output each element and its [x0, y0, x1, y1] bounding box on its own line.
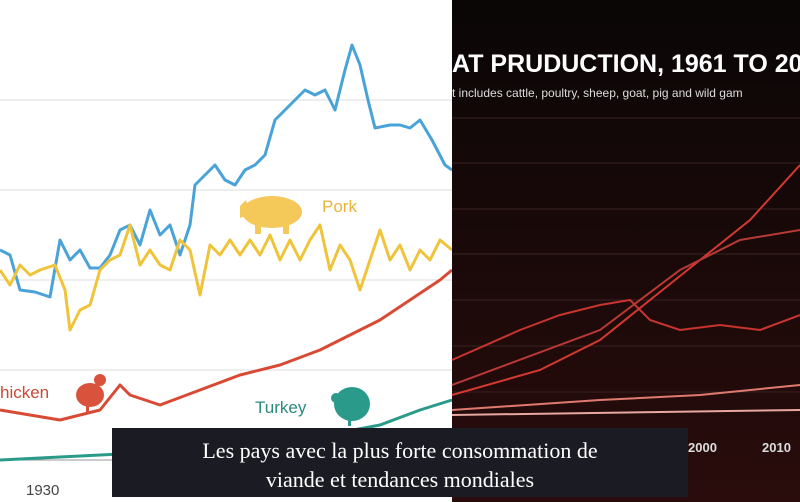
pork-line	[0, 223, 453, 332]
turkey-label: Turkey	[255, 398, 307, 417]
left-panel	[0, 0, 452, 502]
caption-line: Les pays avec la plus forte consommation…	[202, 438, 597, 463]
caption-line: viande et tendances mondiales	[266, 467, 534, 492]
caption-box	[112, 428, 688, 497]
turkey-icon	[331, 387, 370, 426]
right-subtitle: t includes cattle, poultry, sheep, goat,…	[452, 86, 743, 100]
x-axis-label: 2000	[688, 440, 717, 455]
right-panel	[452, 0, 800, 502]
chicken-line	[0, 268, 453, 422]
right-grid	[452, 117, 800, 393]
x-axis-label: 2010	[762, 440, 791, 455]
chicken-icon	[76, 374, 106, 412]
right-lines	[451, 164, 800, 416]
beef-line	[0, 43, 453, 299]
pig-icon	[240, 196, 302, 234]
pork-label: Pork	[322, 197, 357, 216]
chicken-label: hicken	[0, 383, 49, 402]
x-axis-label: 1930	[26, 482, 59, 499]
right-title: AT PRUDUCTION, 1961 TO 20	[452, 50, 800, 78]
